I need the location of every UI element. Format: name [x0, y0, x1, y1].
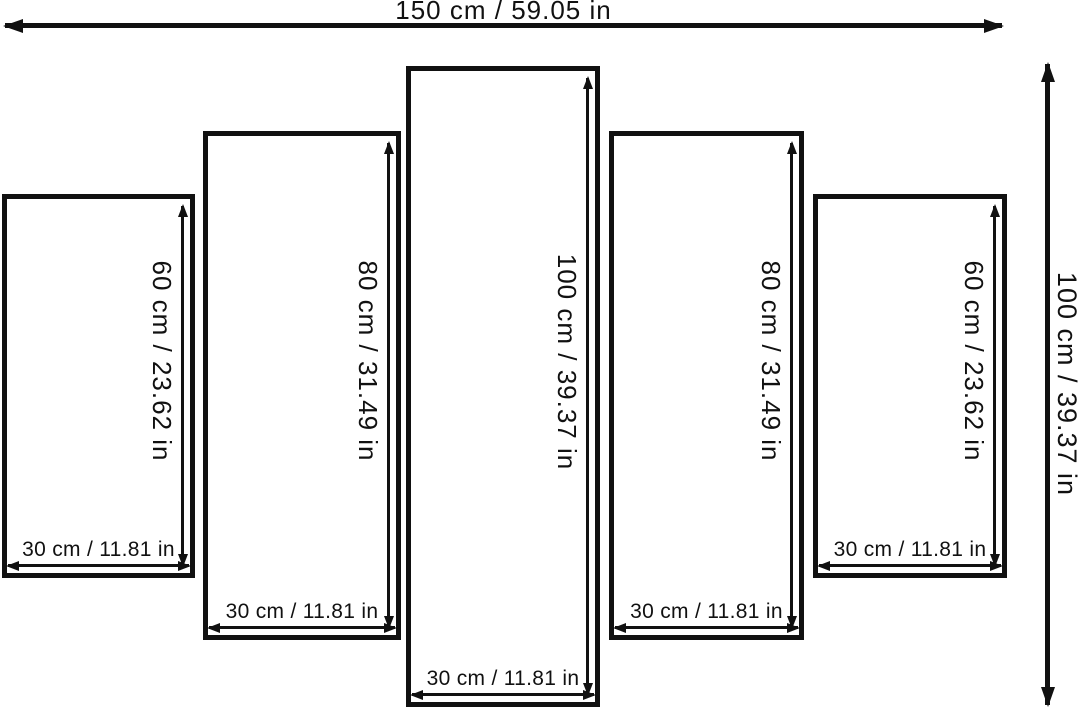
panel-3-height-arrow — [586, 78, 589, 694]
panel-1-width-arrow — [8, 564, 189, 567]
panel-3: 100 cm / 39.37 in 30 cm / 11.81 in — [406, 66, 600, 707]
panel-2-height-label: 80 cm / 31.49 in — [353, 260, 383, 461]
panel-4-height-label: 80 cm / 31.49 in — [756, 260, 786, 461]
overall-height-label: 100 cm / 39.37 in — [1052, 271, 1080, 497]
panel-2-width-arrow — [209, 626, 395, 629]
panel-4-width-label: 30 cm / 11.81 in — [630, 600, 783, 623]
panel-2-height-arrow — [387, 143, 390, 627]
overall-width-arrow — [5, 23, 1002, 28]
panel-2-width-label: 30 cm / 11.81 in — [225, 600, 379, 623]
panel-4-width-arrow — [615, 626, 798, 629]
panel-5: 60 cm / 23.62 in 30 cm / 11.81 in — [813, 194, 1007, 578]
overall-height-arrow — [1045, 64, 1050, 705]
panel-5-height-arrow — [993, 206, 996, 565]
panel-1-height-label: 60 cm / 23.62 in — [147, 260, 177, 462]
panel-1-height-arrow — [181, 206, 184, 565]
panel-4-height-arrow — [790, 143, 793, 627]
panel-2: 80 cm / 31.49 in 30 cm / 11.81 in — [203, 131, 401, 640]
panel-1-width-label: 30 cm / 11.81 in — [22, 538, 175, 561]
panel-3-width-label: 30 cm / 11.81 in — [426, 667, 580, 690]
panel-5-width-label: 30 cm / 11.81 in — [833, 538, 987, 561]
panel-5-height-label: 60 cm / 23.62 in — [959, 260, 989, 462]
panel-1: 60 cm / 23.62 in 30 cm / 11.81 in — [2, 194, 195, 578]
panel-4: 80 cm / 31.49 in 30 cm / 11.81 in — [609, 131, 804, 640]
panel-5-width-arrow — [819, 564, 1001, 567]
panel-3-width-arrow — [412, 693, 594, 696]
overall-width-label: 150 cm / 59.05 in — [395, 0, 612, 25]
panel-3-height-label: 100 cm / 39.37 in — [552, 253, 582, 470]
